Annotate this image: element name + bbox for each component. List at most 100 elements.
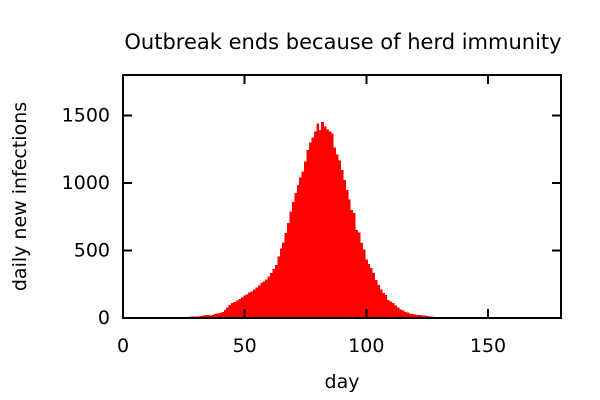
histogram-bar [216,313,220,318]
chart-title: Outbreak ends because of herd immunity [124,30,561,54]
histogram-bar [355,229,359,318]
histogram-bar [318,130,322,318]
histogram-bar [282,242,286,318]
histogram-bar [343,180,346,318]
y-tick-label: 1000 [62,172,110,194]
histogram-bar [411,313,414,318]
histogram-bar [389,301,393,318]
histogram-bar [408,313,412,318]
histogram-bar [416,315,419,318]
histogram-bar [369,268,373,318]
histogram-bar [274,265,278,318]
histogram-bar [335,154,339,318]
histogram-bar [206,315,210,318]
histogram-bar [218,313,222,318]
histogram-bar [209,315,213,318]
histogram-bar [304,161,307,318]
x-axis-label: day [325,371,360,393]
histogram-bar [204,314,208,318]
histogram-bar [289,211,293,318]
histogram-bar [379,289,383,318]
histogram-bar [394,305,397,318]
histogram-bar [330,133,334,318]
histogram-bar [367,264,371,318]
histogram-bar [279,248,283,318]
histogram-bar [413,314,417,318]
histogram-bar [360,242,363,318]
histogram-bars [175,121,453,319]
histogram-bar [384,295,388,318]
histogram-bar [403,311,407,318]
x-tick-label: 0 [117,335,129,357]
x-tick-label: 150 [470,335,506,357]
histogram-bar [306,149,310,318]
histogram-bar [311,137,315,318]
histogram-bar [328,131,332,318]
histogram-bar [255,287,259,319]
histogram-bar [316,123,320,318]
histogram-bar [277,256,281,318]
histogram-bar [243,295,247,318]
histogram-bar [345,190,349,318]
histogram-bar [284,233,288,318]
histogram-bar [338,160,341,318]
histogram-bar [350,210,354,318]
histogram-bar [223,310,227,318]
histogram-bar [418,315,422,318]
histogram-bar [396,307,400,318]
histogram-bar [386,299,390,318]
x-tick-label: 100 [348,335,384,357]
histogram-bar [340,170,344,318]
histogram-bar [260,283,264,318]
histogram-bar [245,294,249,319]
histogram-bar [238,299,242,318]
histogram-bar [248,292,251,318]
histogram-bar [199,315,203,318]
histogram-bar [287,222,290,318]
histogram-bar [374,279,378,318]
axis-ticks [122,75,561,319]
histogram-bar [228,305,232,318]
histogram-bar [211,314,215,318]
histogram-bar [364,259,368,318]
histogram-bar [406,312,410,318]
histogram-bar [425,315,429,318]
histogram-bar [240,297,244,318]
histogram-bar [296,185,300,318]
plot-border [122,74,562,319]
histogram-bar [257,285,261,318]
histogram-bar [235,300,239,318]
y-tick-label: 500 [74,240,110,262]
histogram-bar [323,126,327,318]
histogram-bar [321,121,324,318]
histogram-bar [265,279,268,318]
histogram-bar [423,315,427,318]
y-axis-label: daily new infections [9,102,31,291]
histogram-bar [347,199,351,318]
histogram-bar [294,193,298,319]
histogram-bar [214,314,217,318]
histogram-bar [272,269,276,318]
histogram-bar [299,177,303,318]
histogram-bar [377,284,380,318]
histogram-bar [267,276,271,318]
histogram-bar [231,303,234,318]
histogram-bar [372,272,376,318]
y-tick-label: 0 [98,307,110,329]
histogram-bar [313,131,317,318]
y-tick-label: 1500 [62,105,110,127]
histogram-bar [226,307,230,318]
histogram-bar [301,171,305,318]
histogram-bar [352,212,356,318]
histogram-bar [252,289,256,318]
histogram-bar [357,232,361,318]
histogram-bar [270,273,273,318]
histogram-bar [250,291,254,318]
histogram-bar [381,292,385,318]
histogram-bar [325,129,329,318]
histogram-bar [262,281,266,318]
histogram-bar [398,309,402,318]
